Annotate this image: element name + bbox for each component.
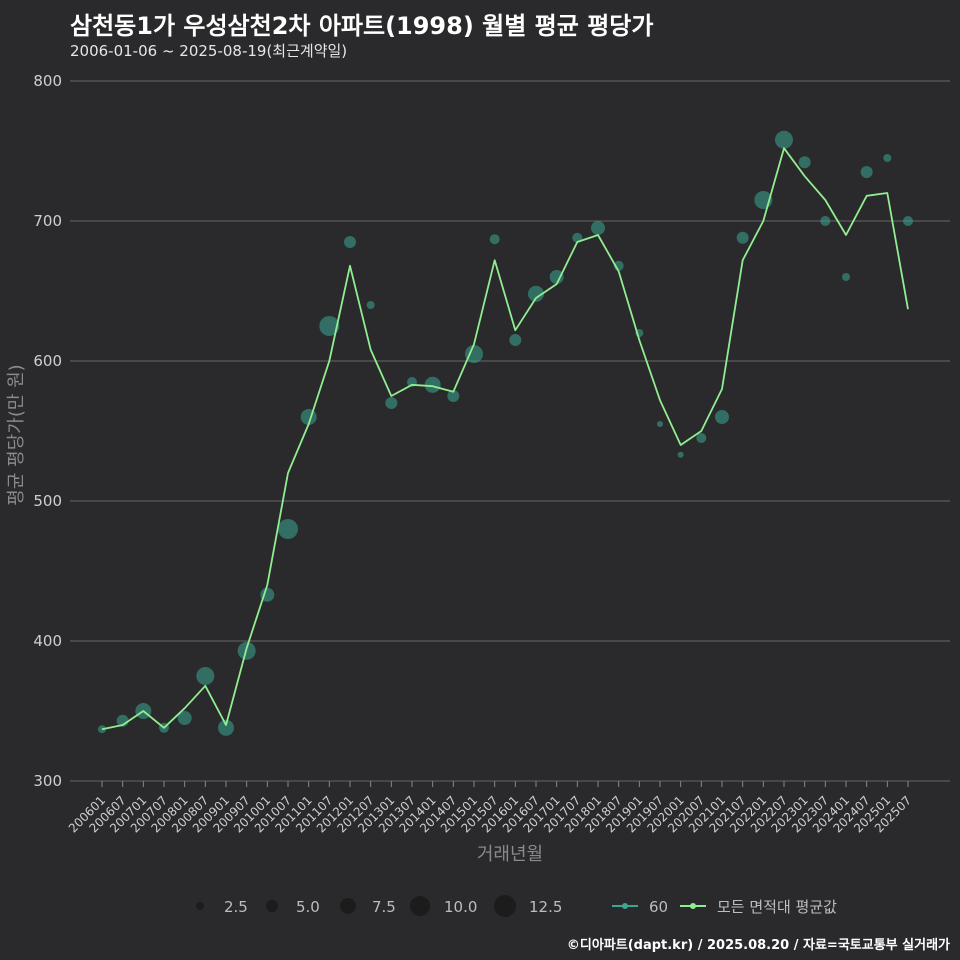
bubble-point <box>385 397 398 409</box>
bubble-point <box>591 221 605 235</box>
bubble-point <box>177 711 192 725</box>
bubble-point <box>509 334 522 346</box>
bubble-point <box>696 433 707 443</box>
legend: 2.5 5.0 7.5 10.0 12.5 60 모든 면적대 평균값 <box>196 895 837 917</box>
bubble-point <box>860 166 873 178</box>
x-axis-ticks: 2006012006072007012007072008012008072009… <box>66 781 914 836</box>
legend-series-swatch <box>622 903 628 909</box>
average-line-series <box>101 147 909 731</box>
legend-series-label: 모든 면적대 평균값 <box>717 898 837 916</box>
grid-lines <box>70 80 950 782</box>
legend-size-swatch <box>494 895 516 917</box>
legend-size-swatch <box>410 896 430 916</box>
y-tick-label: 800 <box>33 72 62 90</box>
bubble-point <box>736 231 749 244</box>
legend-series-swatch <box>690 903 696 909</box>
y-tick-label: 600 <box>33 352 62 370</box>
y-tick-label: 300 <box>33 772 62 790</box>
legend-size-swatch <box>196 902 204 910</box>
bubble-point <box>196 667 215 685</box>
bubble-point <box>489 234 500 245</box>
source-credit: ©디아파트(dapt.kr) / 2025.08.20 / 자료=국토교통부 실… <box>566 938 950 953</box>
y-axis-ticks: 300 400 500 600 700 800 <box>33 72 62 790</box>
average-line <box>101 147 909 731</box>
bubble-point <box>344 236 356 248</box>
y-axis-label: 평균 평당가(만 원) <box>6 364 27 505</box>
bubble-point <box>657 421 663 427</box>
legend-size-swatch <box>266 900 278 912</box>
y-tick-label: 500 <box>33 492 62 510</box>
legend-size-label: 5.0 <box>296 898 320 916</box>
bubble-point <box>447 390 460 402</box>
bubble-point <box>319 316 340 336</box>
bubble-point <box>677 451 684 458</box>
legend-size-label: 10.0 <box>444 898 477 916</box>
bubble-point <box>549 270 564 284</box>
bubble-point <box>424 376 441 393</box>
chart-subtitle: 2006-01-06 ~ 2025-08-19(최근계약일) <box>70 42 348 60</box>
bubble-point <box>218 719 234 736</box>
legend-size-label: 2.5 <box>224 898 248 916</box>
legend-series-label: 60 <box>649 898 668 916</box>
bubble-point <box>528 285 544 302</box>
bubble-point <box>798 156 811 169</box>
bubble-point <box>775 130 793 149</box>
bubble-point <box>883 154 892 162</box>
bubble-point <box>842 273 850 281</box>
y-tick-label: 400 <box>33 632 62 650</box>
x-axis-label: 거래년월 <box>477 844 543 865</box>
bubble-point <box>366 301 375 309</box>
bubble-point <box>715 410 729 424</box>
chart-title: 삼천동1가 우성삼천2차 아파트(1998) 월별 평균 평당가 <box>70 12 654 40</box>
bubble-point <box>278 519 298 539</box>
bubble-point <box>903 216 913 226</box>
legend-size-label: 7.5 <box>372 898 396 916</box>
bubble-point <box>465 345 483 363</box>
bubble-point <box>820 216 831 226</box>
y-tick-label: 700 <box>33 212 62 230</box>
legend-size-label: 12.5 <box>529 898 562 916</box>
legend-size-swatch <box>340 898 356 914</box>
